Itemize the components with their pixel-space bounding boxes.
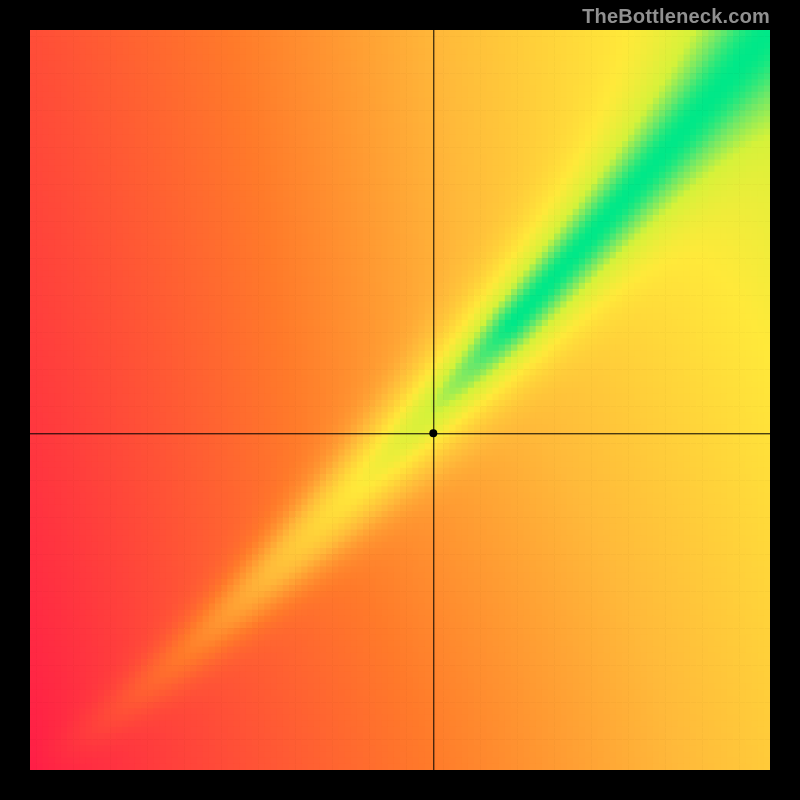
heatmap-canvas <box>30 30 770 770</box>
chart-container: TheBottleneck.com <box>0 0 800 800</box>
plot-area <box>30 30 770 770</box>
watermark-text: TheBottleneck.com <box>582 6 770 29</box>
